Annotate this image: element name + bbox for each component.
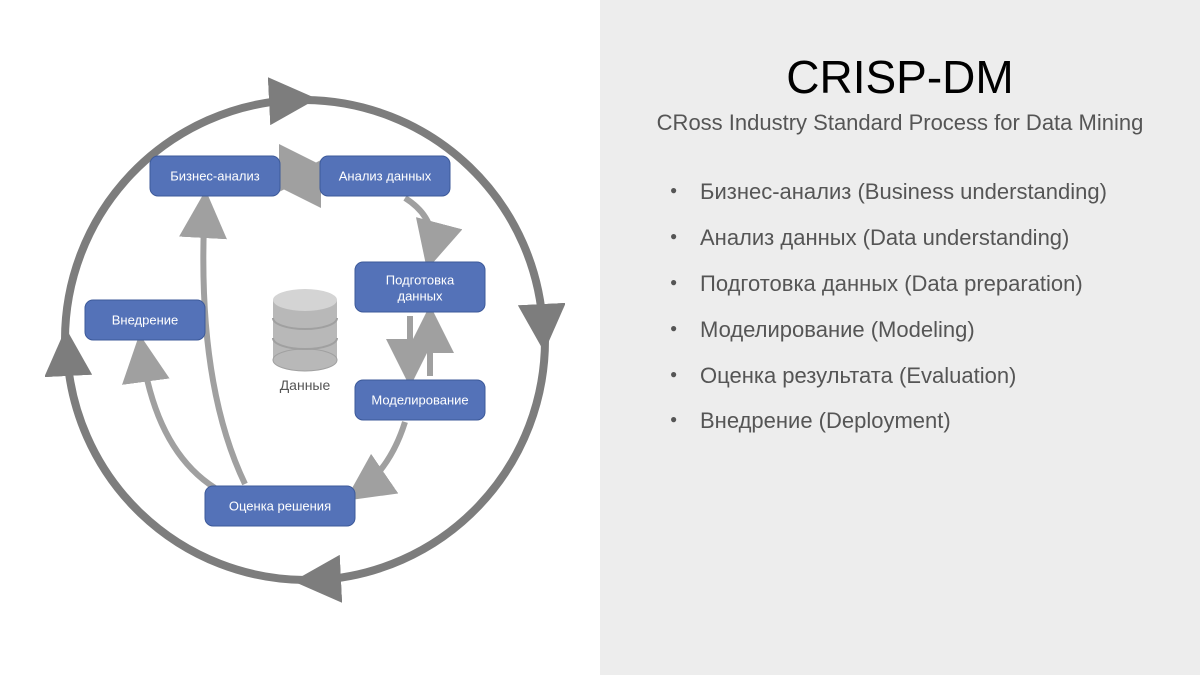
svg-text:Моделирование: Моделирование [371, 392, 468, 407]
text-panel: CRISP-DM CRoss Industry Standard Process… [600, 0, 1200, 675]
bullet-item: Моделирование (Modeling) [670, 314, 1160, 346]
diagram-panel: Данные Бизнес-анализ Анализ данных [0, 0, 600, 675]
database-icon [273, 289, 337, 371]
svg-text:Анализ данных: Анализ данных [339, 168, 432, 183]
node-evaluation: Оценка решения [205, 486, 355, 526]
svg-text:Подготовка: Подготовка [386, 272, 455, 287]
bullet-item: Подготовка данных (Data preparation) [670, 268, 1160, 300]
node-data-prep: Подготовка данных [355, 262, 485, 312]
svg-text:Бизнес-анализ: Бизнес-анализ [170, 168, 259, 183]
svg-text:данных: данных [397, 288, 443, 303]
bullet-item: Внедрение (Deployment) [670, 405, 1160, 437]
crisp-dm-diagram: Данные Бизнес-анализ Анализ данных [45, 60, 565, 620]
svg-text:Оценка решения: Оценка решения [229, 498, 331, 513]
bullet-list: Бизнес-анализ (Business understanding) Ан… [640, 176, 1160, 437]
node-business: Бизнес-анализ [150, 156, 280, 196]
bullet-item: Анализ данных (Data understanding) [670, 222, 1160, 254]
database-label: Данные [280, 377, 331, 393]
bullet-item: Оценка результата (Evaluation) [670, 360, 1160, 392]
node-modeling: Моделирование [355, 380, 485, 420]
svg-text:Внедрение: Внедрение [112, 312, 179, 327]
bullet-item: Бизнес-анализ (Business understanding) [670, 176, 1160, 208]
node-data-understanding: Анализ данных [320, 156, 450, 196]
node-deployment: Внедрение [85, 300, 205, 340]
title: CRISP-DM [640, 50, 1160, 104]
subtitle: CRoss Industry Standard Process for Data… [640, 110, 1160, 136]
